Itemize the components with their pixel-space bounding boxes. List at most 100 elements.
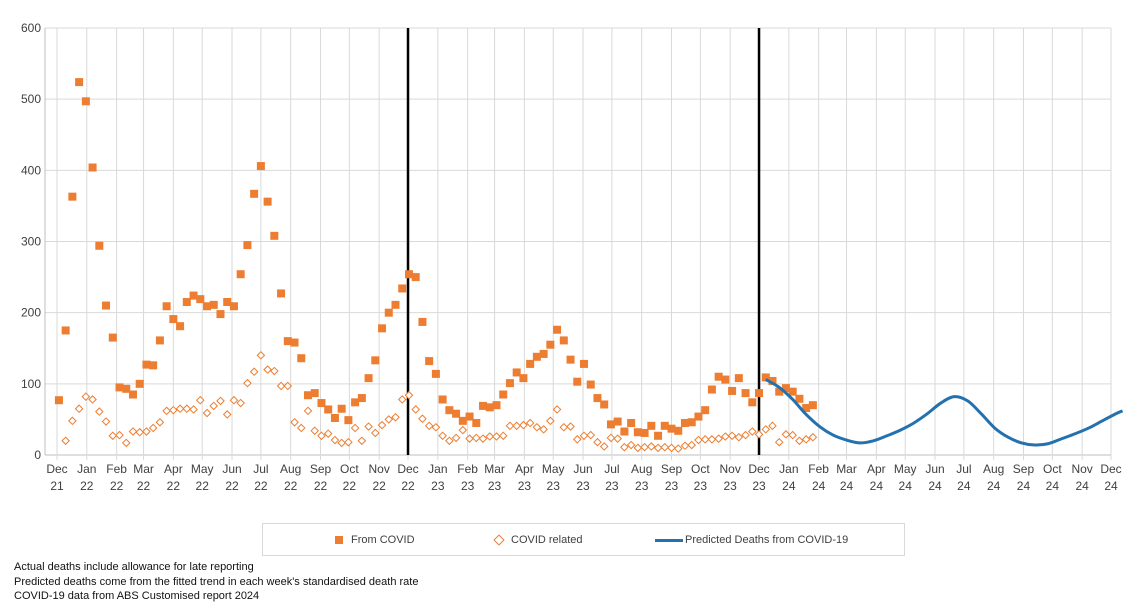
x-tick-month: Sep bbox=[661, 462, 683, 476]
covid-related-point bbox=[121, 438, 131, 448]
x-tick-year: 24 bbox=[1046, 479, 1060, 493]
covid-related-point bbox=[653, 443, 663, 453]
covid-related-point bbox=[101, 417, 111, 426]
covid-related-point bbox=[667, 443, 676, 453]
x-tick-year: 23 bbox=[694, 479, 708, 493]
from-covid-point bbox=[337, 404, 346, 413]
from-covid-point bbox=[391, 300, 400, 309]
x-tick-month: Aug bbox=[631, 462, 652, 476]
from-covid-point bbox=[775, 387, 784, 396]
from-covid-point bbox=[256, 162, 265, 171]
covid-related-point bbox=[566, 422, 575, 431]
covid-related-point bbox=[74, 404, 84, 414]
x-tick-year: 23 bbox=[635, 479, 649, 493]
from-covid-point bbox=[115, 383, 124, 392]
x-tick-year: 23 bbox=[488, 479, 502, 493]
covid-related-point bbox=[256, 351, 266, 360]
from-covid-point bbox=[701, 406, 710, 415]
x-tick-month: May bbox=[191, 462, 214, 476]
footnote: COVID-19 data from ABS Customised report… bbox=[14, 590, 260, 602]
covid-related-point bbox=[303, 406, 313, 416]
x-tick-month: Oct bbox=[340, 462, 359, 476]
x-tick-year: 22 bbox=[372, 479, 386, 493]
covid-related-point bbox=[774, 437, 784, 447]
x-tick-month: Feb bbox=[808, 462, 829, 476]
from-covid-point bbox=[176, 322, 185, 331]
from-covid-point bbox=[418, 317, 427, 326]
covid-related-point bbox=[498, 431, 508, 441]
covid-related-point bbox=[747, 427, 757, 436]
from-covid-point bbox=[654, 431, 663, 440]
from-covid-point bbox=[734, 374, 743, 383]
from-covid-point bbox=[209, 300, 218, 309]
covid-related-point bbox=[357, 436, 367, 446]
covid-related-point bbox=[195, 395, 205, 405]
x-tick-month: Jul bbox=[604, 462, 619, 476]
covid-related-point bbox=[485, 432, 495, 441]
from-covid-point bbox=[512, 368, 521, 377]
x-tick-month: May bbox=[894, 462, 917, 476]
y-tick-label: 300 bbox=[21, 235, 41, 249]
from-covid-point bbox=[566, 355, 575, 364]
covid-related-point bbox=[593, 437, 602, 447]
x-tick-month: Sep bbox=[1013, 462, 1035, 476]
from-covid-point bbox=[236, 270, 245, 279]
x-tick-year: 21 bbox=[50, 479, 64, 493]
covid-related-point bbox=[169, 405, 178, 415]
from-covid-point bbox=[250, 189, 259, 198]
from-covid-point bbox=[203, 302, 212, 311]
covid-related-point bbox=[519, 420, 528, 430]
x-tick-month: Apr bbox=[164, 462, 183, 476]
from-covid-point bbox=[270, 231, 279, 240]
covid-related-point bbox=[465, 434, 474, 443]
covid-related-point bbox=[492, 432, 501, 441]
covid-related-point bbox=[222, 410, 232, 419]
x-tick-month: Nov bbox=[720, 462, 741, 476]
x-tick-month: Sep bbox=[310, 462, 332, 476]
x-tick-month: Oct bbox=[1043, 462, 1062, 476]
line-icon bbox=[655, 538, 683, 542]
covid-related-point bbox=[148, 423, 158, 433]
from-covid-point bbox=[606, 420, 615, 429]
from-covid-point bbox=[162, 302, 171, 311]
from-covid-point bbox=[404, 270, 413, 279]
x-tick-month: Feb bbox=[457, 462, 478, 476]
from-covid-point bbox=[317, 399, 326, 408]
x-tick-year: 24 bbox=[840, 479, 854, 493]
legend-item-from-covid: From COVID bbox=[335, 534, 415, 546]
covid-related-point bbox=[768, 421, 777, 431]
from-covid-point bbox=[324, 405, 333, 414]
x-tick-year: 24 bbox=[870, 479, 884, 493]
covid-related-point bbox=[505, 421, 515, 431]
from-covid-point bbox=[398, 284, 407, 293]
from-covid-point bbox=[613, 417, 622, 426]
covid-related-point bbox=[721, 432, 730, 441]
covid-related-point bbox=[552, 405, 562, 414]
from-covid-point bbox=[351, 398, 360, 407]
from-covid-point bbox=[458, 416, 467, 425]
from-covid-point bbox=[553, 325, 562, 334]
x-tick-year: 23 bbox=[605, 479, 619, 493]
from-covid-point bbox=[687, 418, 696, 427]
covid-related-point bbox=[202, 408, 212, 418]
from-covid-point bbox=[330, 413, 339, 422]
x-tick-month: Dec bbox=[748, 462, 769, 476]
x-tick-year: 23 bbox=[518, 479, 532, 493]
covid-related-point bbox=[532, 422, 542, 432]
covid-related-point bbox=[546, 416, 555, 426]
covid-related-point bbox=[236, 398, 245, 408]
covid-related-point bbox=[216, 396, 225, 406]
predicted-deaths-line bbox=[765, 378, 1124, 447]
from-covid-point bbox=[263, 197, 272, 206]
from-covid-point bbox=[371, 356, 380, 365]
covid-related-point bbox=[330, 435, 340, 445]
from-covid-point bbox=[465, 412, 474, 421]
covid-related-point bbox=[162, 406, 171, 416]
from-covid-point bbox=[438, 395, 447, 404]
x-tick-year: 22 bbox=[343, 479, 357, 493]
covid-related-point bbox=[640, 442, 649, 452]
x-tick-month: Jan bbox=[77, 462, 96, 476]
covid-related-point bbox=[229, 395, 239, 405]
covid-related-point bbox=[808, 432, 818, 442]
covid-related-point bbox=[707, 435, 717, 444]
